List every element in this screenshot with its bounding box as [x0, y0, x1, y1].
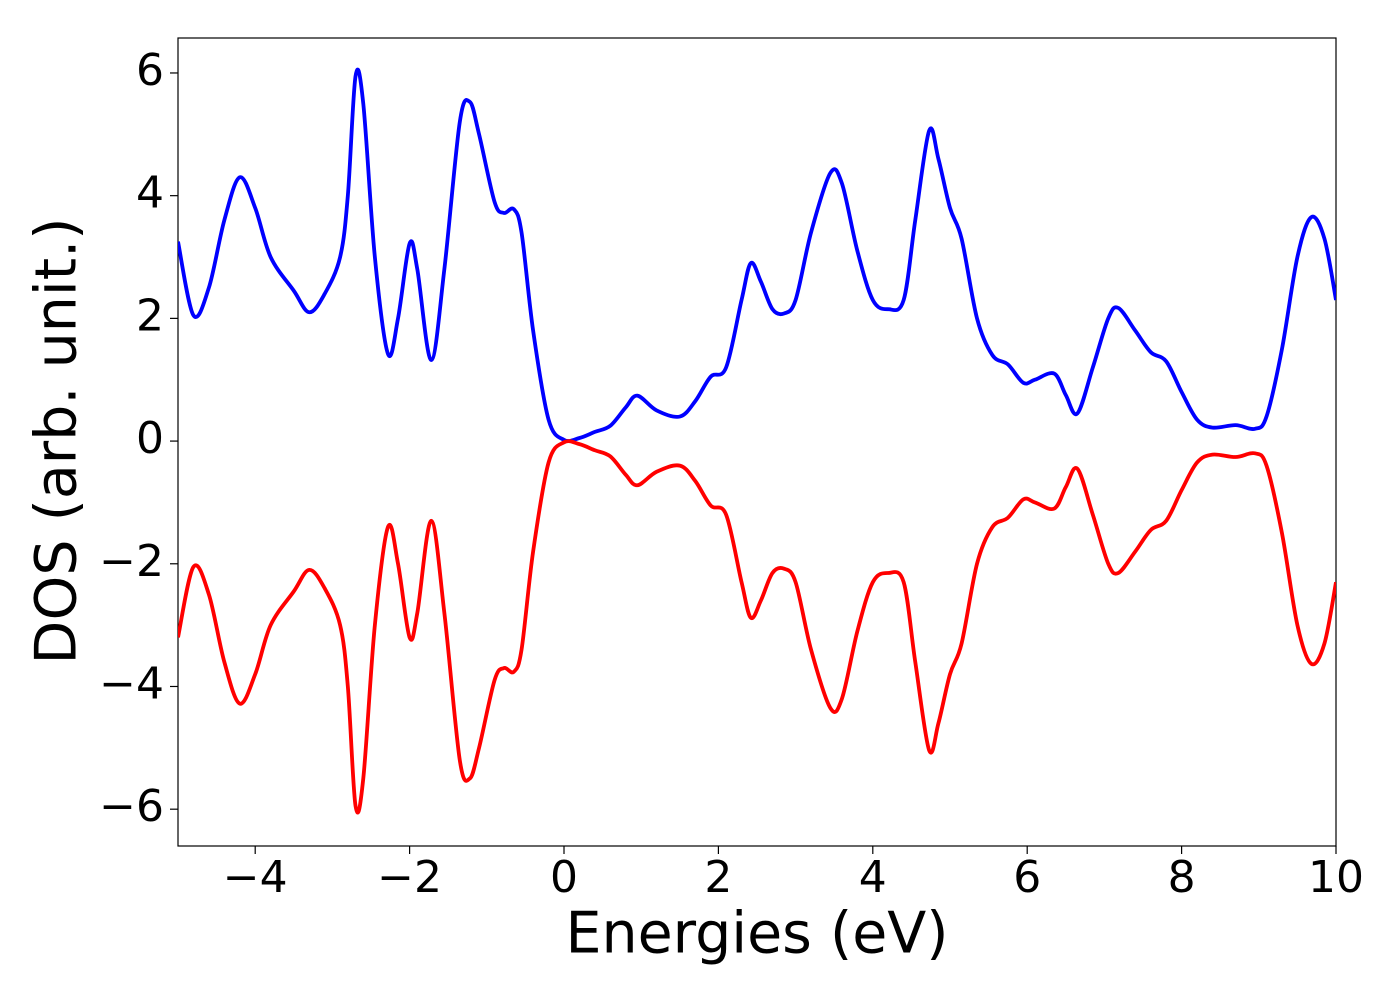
x-tick-label: 8: [1168, 852, 1196, 903]
y-tick-label: 2: [136, 290, 164, 341]
x-tick-label: −4: [223, 852, 288, 903]
y-tick-label: −6: [99, 781, 164, 832]
x-axis-label: Energies (eV): [565, 901, 948, 967]
x-tick-label: 2: [704, 852, 732, 903]
y-tick-label: 0: [136, 413, 164, 464]
dos-line: [178, 67, 1336, 443]
dos-line: [178, 439, 1336, 815]
y-tick-label: 4: [136, 168, 164, 219]
plot-frame: [177, 37, 1337, 847]
x-tick-label: 10: [1308, 852, 1364, 903]
y-axis-label: DOS (arb. unit.): [24, 218, 90, 665]
x-tick-label: 0: [550, 852, 578, 903]
x-tick-label: 4: [859, 852, 887, 903]
y-tick-label: −4: [99, 658, 164, 709]
x-tick-label: 6: [1013, 852, 1041, 903]
x-tick-label: −2: [377, 852, 442, 903]
y-tick-label: 6: [136, 45, 164, 96]
y-tick-label: −2: [99, 536, 164, 587]
